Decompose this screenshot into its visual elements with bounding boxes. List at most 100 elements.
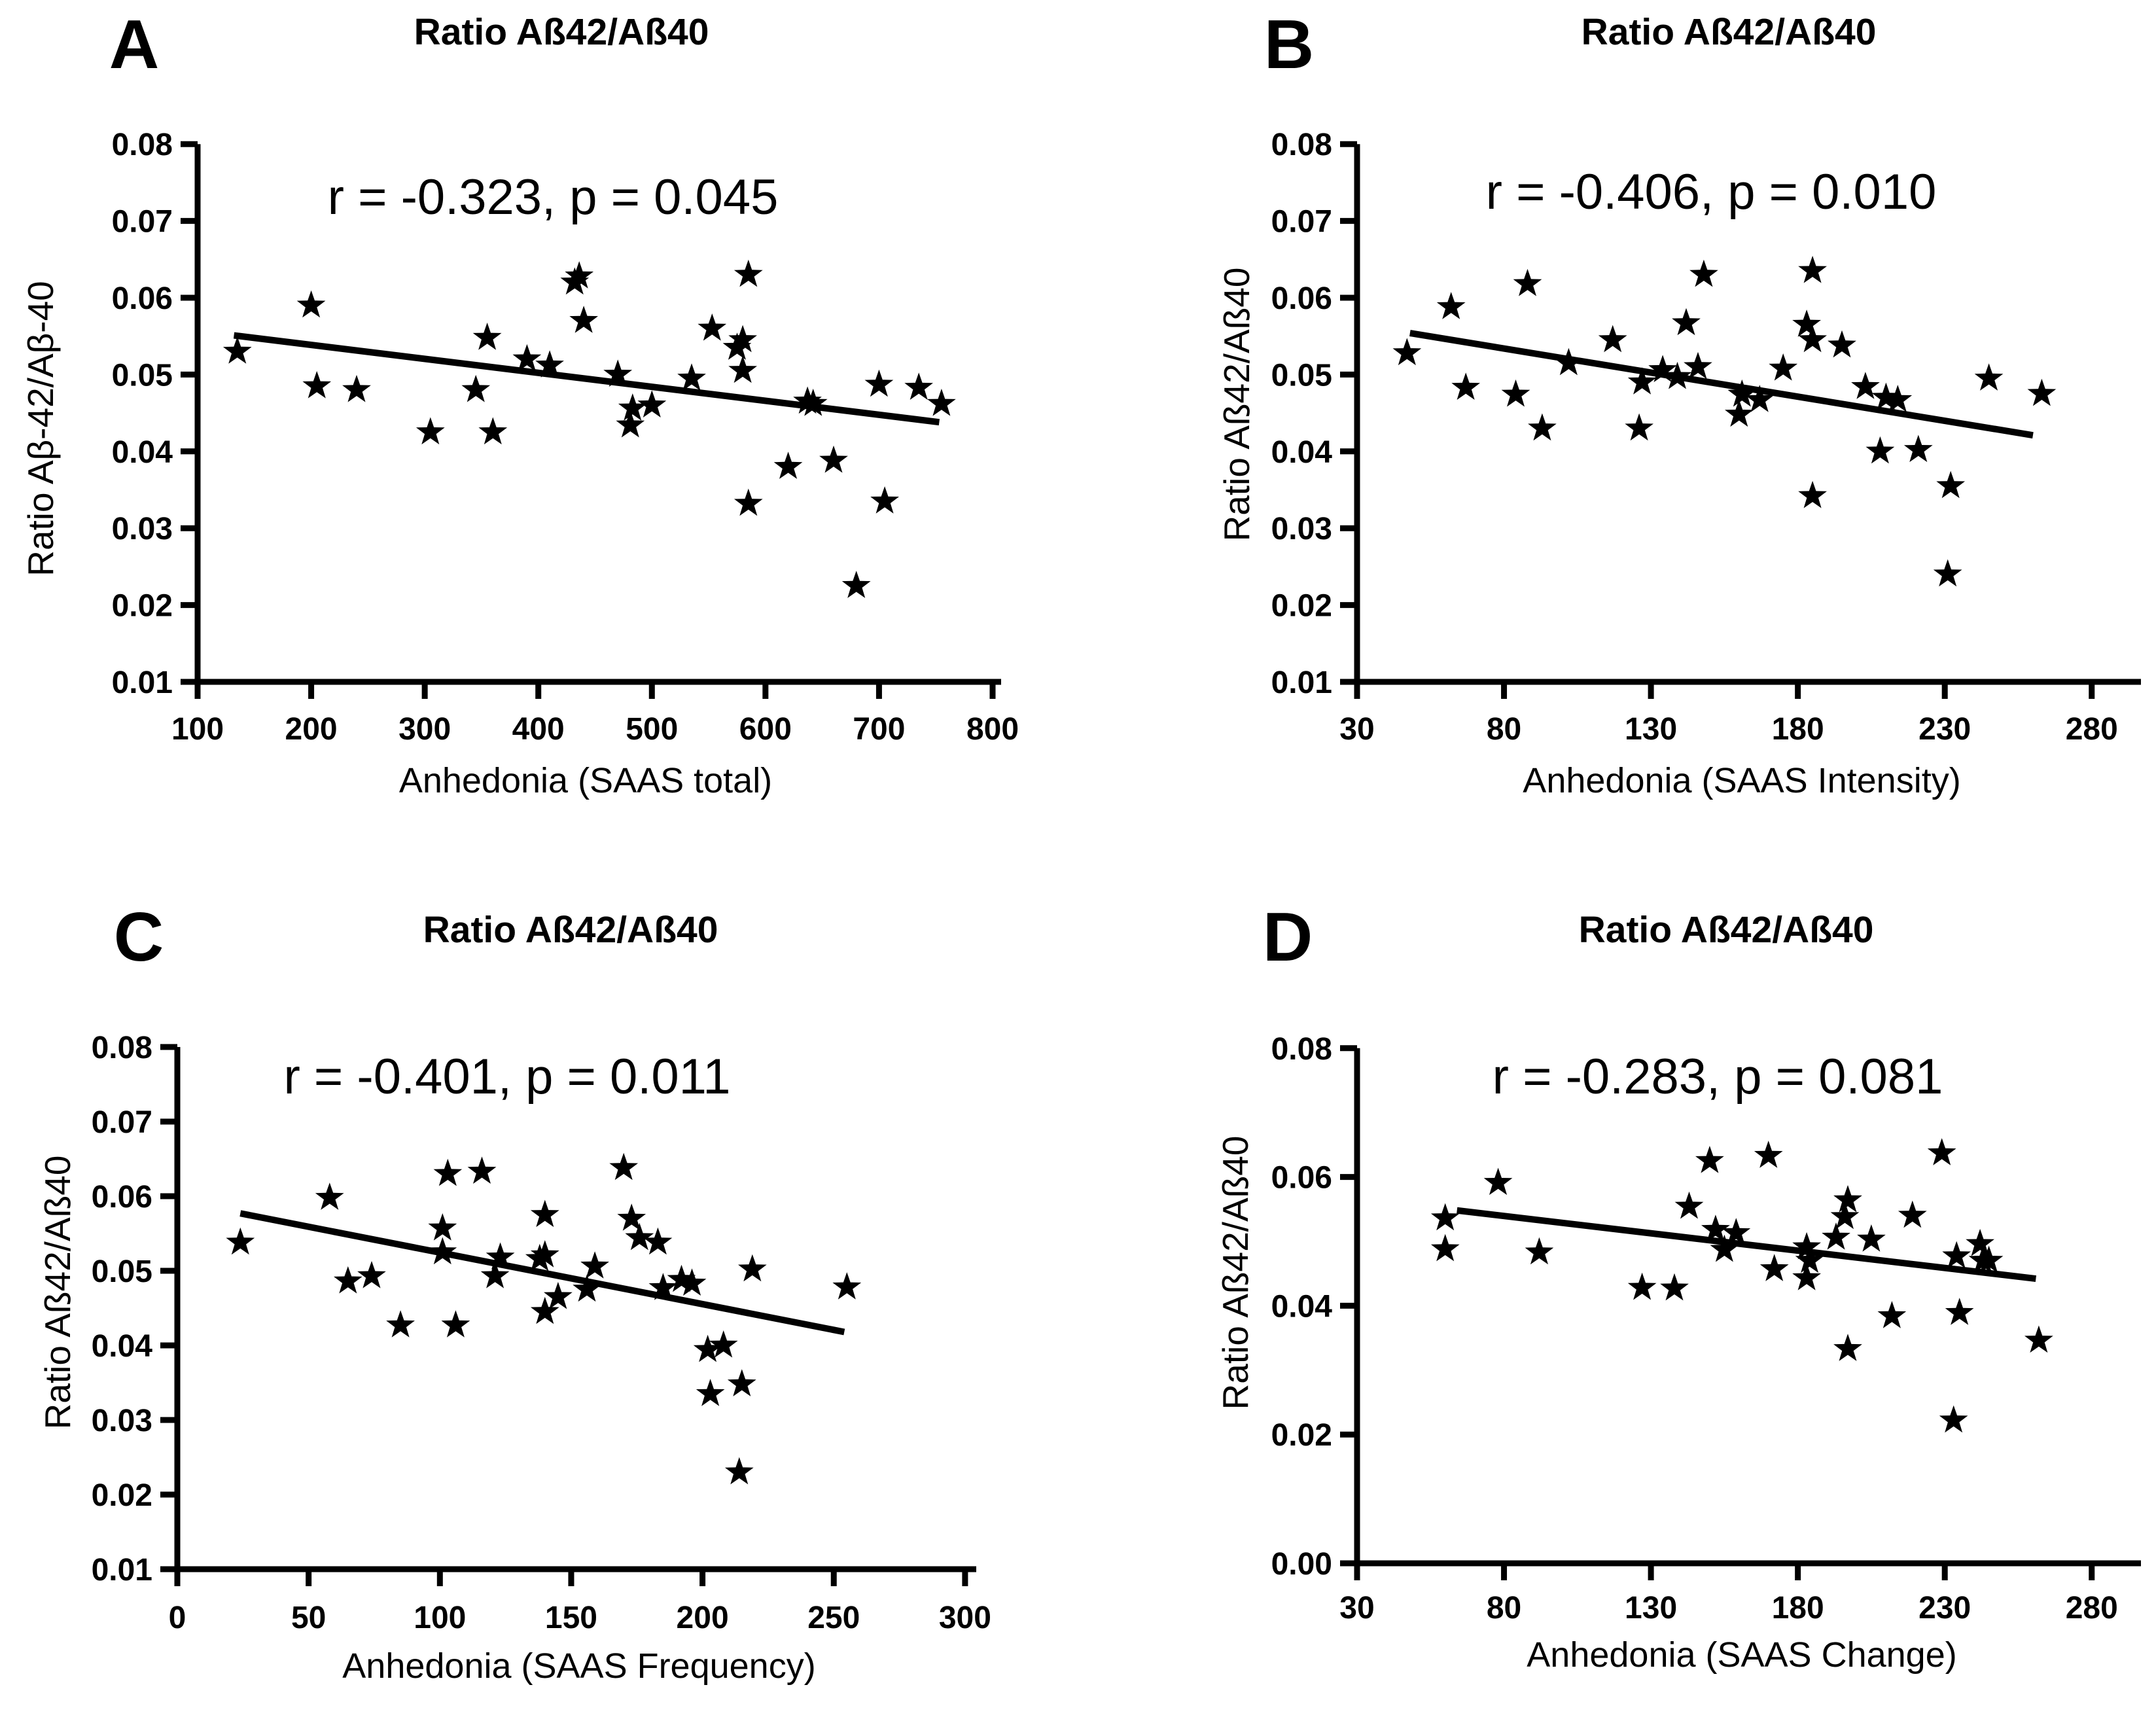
data-point-star xyxy=(535,350,564,378)
data-point-star xyxy=(1865,436,1895,464)
svg-text:800: 800 xyxy=(966,712,1019,747)
data-point-star xyxy=(1513,268,1542,296)
data-point-star xyxy=(693,1334,722,1362)
data-point-star xyxy=(1754,1141,1783,1168)
svg-text:600: 600 xyxy=(739,712,792,747)
data-point-star xyxy=(302,371,332,399)
data-point-star xyxy=(603,359,633,387)
data-point-star xyxy=(738,1254,767,1282)
data-point-star xyxy=(637,390,667,417)
data-point-star xyxy=(1857,1224,1886,1252)
data-point-star xyxy=(870,486,899,514)
panel-b-x-axis-label: Anhedonia (SAAS Intensity) xyxy=(1523,761,1961,800)
data-point-star xyxy=(1625,413,1653,441)
data-point-star xyxy=(226,1227,255,1255)
data-point-star xyxy=(467,1156,497,1184)
data-point-star xyxy=(580,1251,609,1279)
svg-text:0.07: 0.07 xyxy=(92,1105,152,1140)
data-point-star xyxy=(773,452,803,479)
data-point-star xyxy=(512,344,542,372)
svg-text:0.05: 0.05 xyxy=(92,1254,152,1289)
svg-text:700: 700 xyxy=(853,712,905,747)
trend-line xyxy=(239,1210,845,1336)
panel-d-title: Ratio Aß42/Aß40 xyxy=(1578,909,1874,951)
data-point-star xyxy=(428,1213,457,1241)
svg-text:0.05: 0.05 xyxy=(1271,358,1332,393)
data-point-star xyxy=(1710,1234,1739,1262)
data-point-star xyxy=(648,1273,678,1300)
svg-text:30: 30 xyxy=(1339,712,1374,747)
data-point-star xyxy=(1684,351,1712,380)
data-point-star xyxy=(1528,413,1557,441)
data-point-star xyxy=(617,1203,646,1231)
data-point-star xyxy=(1798,480,1827,508)
panel-d-annotation: r = -0.283, p = 0.081 xyxy=(1492,1049,1943,1105)
data-point-star xyxy=(1769,353,1798,381)
panel-d-plot: 30 80 130 180 230 280 0.08 0.06 0.04 0.02 0.00 xyxy=(1271,1032,2141,1625)
x-tick-labels: 0 50 100 150 200 250 300 xyxy=(169,1601,991,1635)
svg-text:0.06: 0.06 xyxy=(112,281,173,316)
panel-c-plot: 0 50 100 150 200 250 3000.080.070.060.050.040.… xyxy=(92,1031,991,1635)
data-point-star xyxy=(480,1261,510,1288)
data-point-star xyxy=(1945,1298,1974,1325)
data-point-star xyxy=(1436,292,1466,319)
data-point-star xyxy=(1833,1334,1862,1361)
data-point-star xyxy=(433,1158,463,1186)
data-point-star xyxy=(565,261,594,289)
svg-text:200: 200 xyxy=(677,1601,729,1635)
svg-text:0.01: 0.01 xyxy=(1271,665,1332,700)
y-tick-labels: 0.08 0.06 0.04 0.02 0.00 xyxy=(1271,1032,1333,1582)
svg-text:300: 300 xyxy=(939,1601,991,1635)
data-point-star xyxy=(569,306,598,333)
data-point-star xyxy=(625,1222,654,1251)
panel-c-letter: C xyxy=(113,898,164,976)
svg-text:0.04: 0.04 xyxy=(92,1329,153,1364)
svg-text:80: 80 xyxy=(1487,1591,1521,1625)
x-tick-labels: 100 200 300 400 500 600 700 800 xyxy=(171,712,1019,747)
data-point-star xyxy=(1627,1272,1657,1300)
svg-text:0.03: 0.03 xyxy=(92,1404,152,1438)
data-point-star xyxy=(441,1310,470,1338)
trend-line xyxy=(233,332,940,426)
data-point-star xyxy=(616,410,645,438)
data-point-star xyxy=(2027,378,2057,406)
panel-d-letter: D xyxy=(1262,898,1313,976)
data-point-star xyxy=(1727,379,1757,407)
svg-text:0.02: 0.02 xyxy=(92,1478,152,1513)
data-point-star xyxy=(1792,1232,1821,1260)
tick-marks xyxy=(181,141,996,699)
svg-text:250: 250 xyxy=(807,1601,860,1635)
data-point-star xyxy=(618,393,647,421)
data-point-star xyxy=(486,1242,515,1270)
svg-text:0.07: 0.07 xyxy=(1271,205,1332,240)
data-point-star xyxy=(296,290,326,318)
svg-text:0.04: 0.04 xyxy=(1271,1289,1333,1324)
data-point-star xyxy=(530,1296,559,1324)
svg-text:0: 0 xyxy=(169,1601,186,1635)
data-point-star xyxy=(724,1457,754,1485)
data-point-star xyxy=(334,1266,362,1294)
panel-b-annotation: r = -0.406, p = 0.010 xyxy=(1485,164,1937,220)
scatter-points xyxy=(1430,1138,2053,1433)
data-point-star xyxy=(696,1379,725,1406)
svg-text:0.00: 0.00 xyxy=(1271,1547,1332,1582)
data-point-star xyxy=(1974,1245,2004,1273)
svg-text:0.01: 0.01 xyxy=(112,665,173,700)
svg-text:100: 100 xyxy=(414,1601,466,1635)
data-point-star xyxy=(927,389,956,416)
svg-text:0.07: 0.07 xyxy=(112,205,173,240)
data-point-star xyxy=(415,417,445,445)
data-point-star xyxy=(832,1272,862,1300)
trend-line xyxy=(1409,330,2034,439)
panel-b-title: Ratio Aß42/Aß40 xyxy=(1581,11,1877,53)
panel-a-x-axis-label: Anhedonia (SAAS total) xyxy=(398,761,773,800)
data-point-star xyxy=(819,445,848,473)
data-point-star xyxy=(1674,1191,1704,1219)
panel-c-title: Ratio Aß42/Aß40 xyxy=(423,909,718,951)
panel-a-plot: 100 200 300 400 500 600 700 800 0.08 0.07 0.06 0.05… xyxy=(112,128,1019,747)
panel-b-letter: B xyxy=(1264,6,1315,83)
data-point-star xyxy=(1598,325,1627,353)
data-point-star xyxy=(1798,255,1827,283)
data-point-star xyxy=(677,363,706,391)
x-tick-labels: 30 80 130 180 230 280 xyxy=(1339,712,2117,747)
